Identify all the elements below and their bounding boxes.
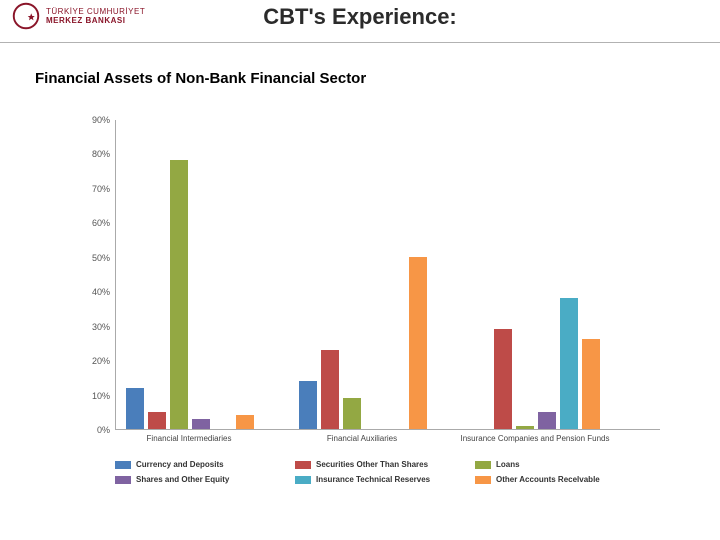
legend-swatch <box>295 476 311 484</box>
page-title: CBT's Experience: <box>0 4 720 30</box>
bar-chart: 0%10%20%30%40%50%60%70%80%90% Financial … <box>80 120 660 430</box>
category-label: Financial Intermediaries <box>99 434 279 443</box>
legend-label: Insurance Technical Reserves <box>316 475 430 484</box>
bar <box>192 419 210 429</box>
category-label: Insurance Companies and Pension Funds <box>445 434 625 443</box>
bar <box>343 398 361 429</box>
legend-swatch <box>475 476 491 484</box>
y-tick-label: 80% <box>80 149 110 159</box>
bar <box>538 412 556 429</box>
legend-item: Securities Other Than Shares <box>295 460 465 469</box>
bar <box>236 415 254 429</box>
legend-swatch <box>475 461 491 469</box>
bar <box>126 388 144 429</box>
bar <box>321 350 339 429</box>
y-tick-label: 40% <box>80 287 110 297</box>
legend: Currency and Deposits Securities Other Th… <box>115 460 645 484</box>
y-tick-label: 20% <box>80 356 110 366</box>
legend-item: Currency and Deposits <box>115 460 285 469</box>
y-tick-label: 30% <box>80 322 110 332</box>
y-tick-label: 70% <box>80 184 110 194</box>
legend-label: Loans <box>496 460 520 469</box>
category-label: Financial Auxiliaries <box>272 434 452 443</box>
bar <box>560 298 578 429</box>
legend-swatch <box>295 461 311 469</box>
y-tick-label: 10% <box>80 391 110 401</box>
y-tick-label: 50% <box>80 253 110 263</box>
header-divider <box>0 40 720 42</box>
legend-swatch <box>115 461 131 469</box>
legend-label: Shares and Other Equity <box>136 475 229 484</box>
legend-item: Other Accounts Recelvable <box>475 475 645 484</box>
legend-swatch <box>115 476 131 484</box>
legend-item: Insurance Technical Reserves <box>295 475 465 484</box>
legend-label: Securities Other Than Shares <box>316 460 428 469</box>
bar <box>170 160 188 429</box>
bar <box>148 412 166 429</box>
bar <box>582 339 600 429</box>
chart-subtitle: Financial Assets of Non-Bank Financial S… <box>35 70 366 87</box>
bar <box>494 329 512 429</box>
legend-item: Shares and Other Equity <box>115 475 285 484</box>
bar <box>409 257 427 429</box>
y-tick-label: 90% <box>80 115 110 125</box>
plot-area <box>115 120 660 430</box>
bar <box>516 426 534 429</box>
legend-label: Currency and Deposits <box>136 460 224 469</box>
legend-label: Other Accounts Recelvable <box>496 475 600 484</box>
bar <box>299 381 317 429</box>
legend-item: Loans <box>475 460 645 469</box>
y-tick-label: 60% <box>80 218 110 228</box>
